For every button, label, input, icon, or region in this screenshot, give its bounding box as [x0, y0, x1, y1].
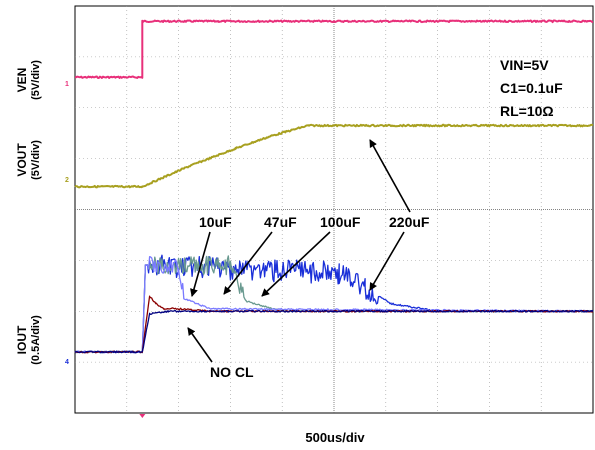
channel-label-iout: IOUT (0.5A/div)	[15, 315, 42, 365]
svg-text:VOUT: VOUT	[15, 143, 29, 177]
arrow-vout	[369, 139, 411, 213]
x-axis-label: 500us/div	[305, 430, 365, 445]
channel-label-vout: VOUT (5V/div)	[15, 140, 42, 180]
svg-text:(5V/div): (5V/div)	[30, 140, 42, 180]
trigger-marker	[139, 414, 146, 418]
annotation-47uf: 47uF	[264, 214, 297, 230]
channel-marker-iout: 4	[65, 359, 69, 366]
svg-text:VEN: VEN	[15, 68, 29, 93]
arrows	[139, 139, 411, 418]
svg-text:IOUT: IOUT	[15, 325, 29, 354]
arrow-47uf	[223, 231, 273, 295]
channel-marker-ven: 1	[65, 81, 69, 88]
svg-text:(5V/div): (5V/div)	[30, 60, 42, 100]
grid	[74, 5, 594, 414]
annotation-no-cl: NO CL	[210, 364, 254, 380]
arrow-100uf	[261, 231, 331, 297]
condition-vin: VIN=5V	[500, 57, 549, 73]
channel-marker-vout: 2	[65, 177, 69, 184]
arrow-10uf	[190, 231, 211, 297]
condition-c1: C1=0.1uF	[500, 80, 563, 96]
condition-rl: RL=10Ω	[500, 103, 554, 119]
annotation-10uf: 10uF	[199, 214, 232, 230]
trace-ven	[74, 19, 594, 79]
annotation-100uf: 100uF	[320, 214, 361, 230]
trace-vout	[74, 123, 594, 189]
svg-text:(0.5A/div): (0.5A/div)	[30, 315, 42, 365]
arrow-no-cl	[187, 327, 213, 363]
channel-label-ven: VEN (5V/div)	[15, 60, 42, 100]
traces	[74, 19, 594, 354]
annotation-220uf: 220uF	[389, 214, 430, 230]
trace-iout-no-cl	[74, 309, 594, 354]
arrow-220uf	[369, 231, 405, 291]
